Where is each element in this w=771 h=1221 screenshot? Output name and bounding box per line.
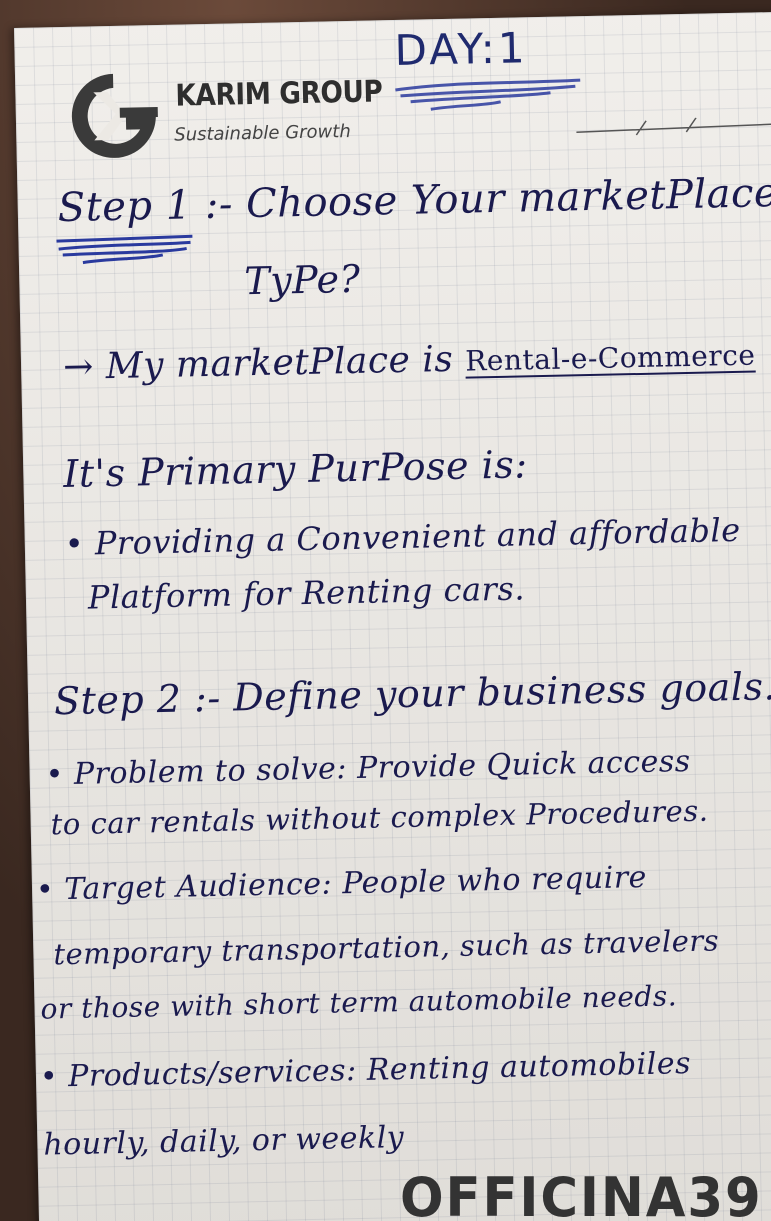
notebook-page: KARIM GROUP Sustainable Growth DAY:1 Ste… — [14, 11, 771, 1221]
problem-line1: Problem to solve: Provide Quick access — [73, 743, 691, 792]
audience-bullet: • Target Audience: People who require — [36, 860, 648, 908]
step2-heading: Step 2 :- Define your business goals. — [53, 664, 771, 724]
step1-answer: → My marketPlace is Rental-e-Commerce — [63, 333, 756, 388]
problem-line2: to car rentals without complex Procedure… — [50, 793, 709, 842]
bullet-dot-icon: • — [45, 756, 75, 793]
bullet-dot-icon: • — [39, 1059, 69, 1095]
day-label: DAY:1 — [394, 23, 529, 76]
products-bullet: • Products/services: Renting automobiles — [40, 1046, 692, 1095]
brand-name: KARIM GROUP — [175, 74, 383, 114]
purpose-line1: Providing a Convenient and affordable — [94, 510, 741, 563]
brand-tagline: Sustainable Growth — [174, 120, 351, 146]
watermark: OFFICINA39 — [400, 1166, 763, 1221]
purpose-bullet: • Providing a Convenient and affordable — [64, 511, 741, 563]
step1-underline-scribble — [56, 234, 193, 265]
purpose-line2: Platform for Renting cars. — [87, 569, 526, 617]
audience-line3: or those with short term automobile need… — [40, 979, 678, 1026]
step1-heading: Step 1 :- Choose Your marketPlace — [57, 170, 771, 232]
day-underline-scribble — [395, 78, 581, 111]
answer-value: Rental-e-Commerce — [464, 338, 756, 378]
arrow-right-icon: → — [62, 346, 107, 389]
bullet-dot-icon: • — [35, 872, 65, 908]
problem-bullet: • Problem to solve: Provide Quick access — [45, 744, 691, 793]
audience-line1: Target Audience: People who require — [63, 859, 648, 908]
answer-prefix: My marketPlace is — [105, 338, 454, 388]
purpose-heading: It's Primary PurPose is: — [62, 442, 528, 497]
products-line1: Products/services: Renting automobiles — [67, 1046, 692, 1095]
products-line2: hourly, daily, or weekly — [43, 1120, 405, 1163]
bullet-dot-icon: • — [64, 524, 96, 564]
kg-monogram-icon — [71, 73, 158, 158]
step1-heading-cont: TyPe? — [243, 256, 361, 304]
audience-line2: temporary transportation, such as travel… — [53, 923, 720, 972]
date-line — [576, 117, 771, 136]
